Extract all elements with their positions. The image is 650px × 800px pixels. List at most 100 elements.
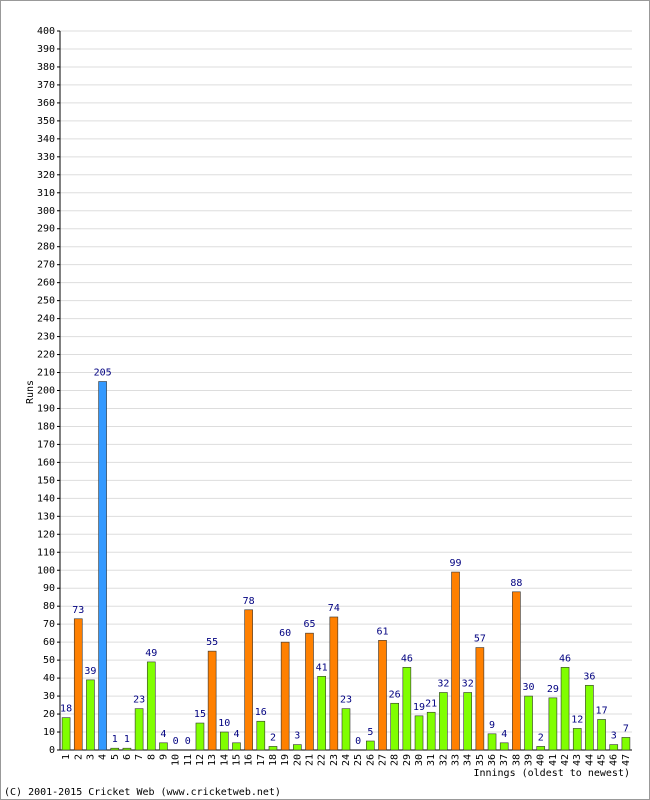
value-label: 65 xyxy=(303,619,315,630)
bar xyxy=(329,616,339,751)
y-tick-label: 200 xyxy=(37,386,55,397)
value-label: 7 xyxy=(623,723,629,734)
y-tick-label: 330 xyxy=(37,152,55,163)
bar xyxy=(609,744,619,751)
x-tick-label: 46 xyxy=(609,754,620,766)
bar xyxy=(548,697,558,751)
bar xyxy=(475,647,485,751)
y-tick-label: 50 xyxy=(43,655,55,666)
x-tick-label: 29 xyxy=(402,754,413,766)
y-tick-label: 100 xyxy=(37,565,55,576)
value-label: 0 xyxy=(185,736,191,747)
y-tick-label: 70 xyxy=(43,619,55,630)
y-tick-label: 60 xyxy=(43,637,55,648)
footer: (C) 2001-2015 Cricket Web (www.cricketwe… xyxy=(4,787,281,798)
x-tick-label: 33 xyxy=(451,754,462,766)
y-tick-label: 160 xyxy=(37,457,55,468)
value-label: 49 xyxy=(145,648,157,659)
x-tick-label: 41 xyxy=(548,754,559,766)
x-tick-label: 14 xyxy=(219,754,230,766)
x-tick-label: 24 xyxy=(341,754,352,766)
x-tick-label: 8 xyxy=(146,754,157,760)
y-tick-label: 110 xyxy=(37,547,55,558)
bar xyxy=(536,746,546,751)
value-label: 3 xyxy=(611,731,617,742)
x-tick-label: 42 xyxy=(560,754,571,766)
x-tick-label: 23 xyxy=(329,754,340,766)
bar xyxy=(268,746,278,751)
value-label: 73 xyxy=(72,605,84,616)
bar xyxy=(195,722,205,751)
value-label: 18 xyxy=(60,704,72,715)
value-label: 3 xyxy=(294,731,300,742)
y-tick-label: 120 xyxy=(37,529,55,540)
bar xyxy=(560,667,570,751)
value-label: 88 xyxy=(510,578,522,589)
bar xyxy=(378,640,387,751)
bar xyxy=(134,708,144,751)
value-label: 4 xyxy=(160,729,166,740)
bar xyxy=(219,731,229,751)
y-tick-label: 130 xyxy=(37,511,55,522)
y-tick-label: 370 xyxy=(37,80,55,91)
value-label: 41 xyxy=(316,662,328,673)
y-tick-label: 220 xyxy=(37,350,55,361)
bar xyxy=(499,742,509,751)
y-tick-label: 300 xyxy=(37,206,55,217)
bar xyxy=(256,720,266,751)
x-tick-label: 45 xyxy=(597,754,608,766)
x-tick-label: 36 xyxy=(487,754,498,766)
bar xyxy=(390,702,399,751)
value-label: 5 xyxy=(367,727,373,738)
bar xyxy=(146,661,156,751)
x-tick-label: 34 xyxy=(463,754,474,766)
bar xyxy=(86,679,95,751)
value-label: 23 xyxy=(133,695,145,706)
bar xyxy=(207,650,217,751)
value-label: 46 xyxy=(559,653,571,664)
value-label: 99 xyxy=(450,558,462,569)
value-label: 36 xyxy=(583,671,595,682)
x-axis-label: Innings (oldest to newest) xyxy=(473,768,630,779)
y-tick-label: 360 xyxy=(37,98,55,109)
value-label: 29 xyxy=(547,684,559,695)
bar xyxy=(232,742,241,751)
y-tick-label: 270 xyxy=(37,260,55,271)
x-tick-label: 43 xyxy=(572,754,583,766)
y-tick-label: 250 xyxy=(37,296,55,307)
value-label: 30 xyxy=(523,682,535,693)
value-label: 39 xyxy=(84,666,96,677)
bar xyxy=(451,571,460,751)
value-label: 17 xyxy=(596,705,608,716)
value-label: 46 xyxy=(401,653,413,664)
x-tick-label: 17 xyxy=(256,754,267,766)
bar xyxy=(317,676,326,751)
x-tick-label: 25 xyxy=(353,754,364,766)
y-axis-label: Runs xyxy=(25,380,36,404)
y-tick-label: 240 xyxy=(37,314,55,325)
y-tick-label: 380 xyxy=(37,62,55,73)
x-tick-label: 21 xyxy=(304,754,315,766)
x-tick-label: 38 xyxy=(511,754,522,766)
bar xyxy=(98,381,107,751)
bar xyxy=(487,733,497,751)
bar xyxy=(512,591,521,751)
x-tick-label: 1 xyxy=(61,754,72,760)
bar xyxy=(426,711,436,751)
bar xyxy=(414,715,424,751)
value-label: 74 xyxy=(328,603,340,614)
y-tick-label: 40 xyxy=(43,673,55,684)
y-tick-label: 190 xyxy=(37,403,55,414)
bar xyxy=(585,684,594,751)
value-label: 16 xyxy=(255,707,267,718)
value-label: 21 xyxy=(425,698,437,709)
x-tick-label: 5 xyxy=(110,754,121,760)
x-tick-label: 10 xyxy=(171,754,182,766)
x-tick-label: 6 xyxy=(122,754,133,760)
x-tick-label: 11 xyxy=(183,754,194,766)
value-label: 60 xyxy=(279,628,291,639)
bar xyxy=(305,632,314,751)
bar xyxy=(597,719,606,751)
value-label: 0 xyxy=(355,736,361,747)
y-tick-label: 140 xyxy=(37,493,55,504)
